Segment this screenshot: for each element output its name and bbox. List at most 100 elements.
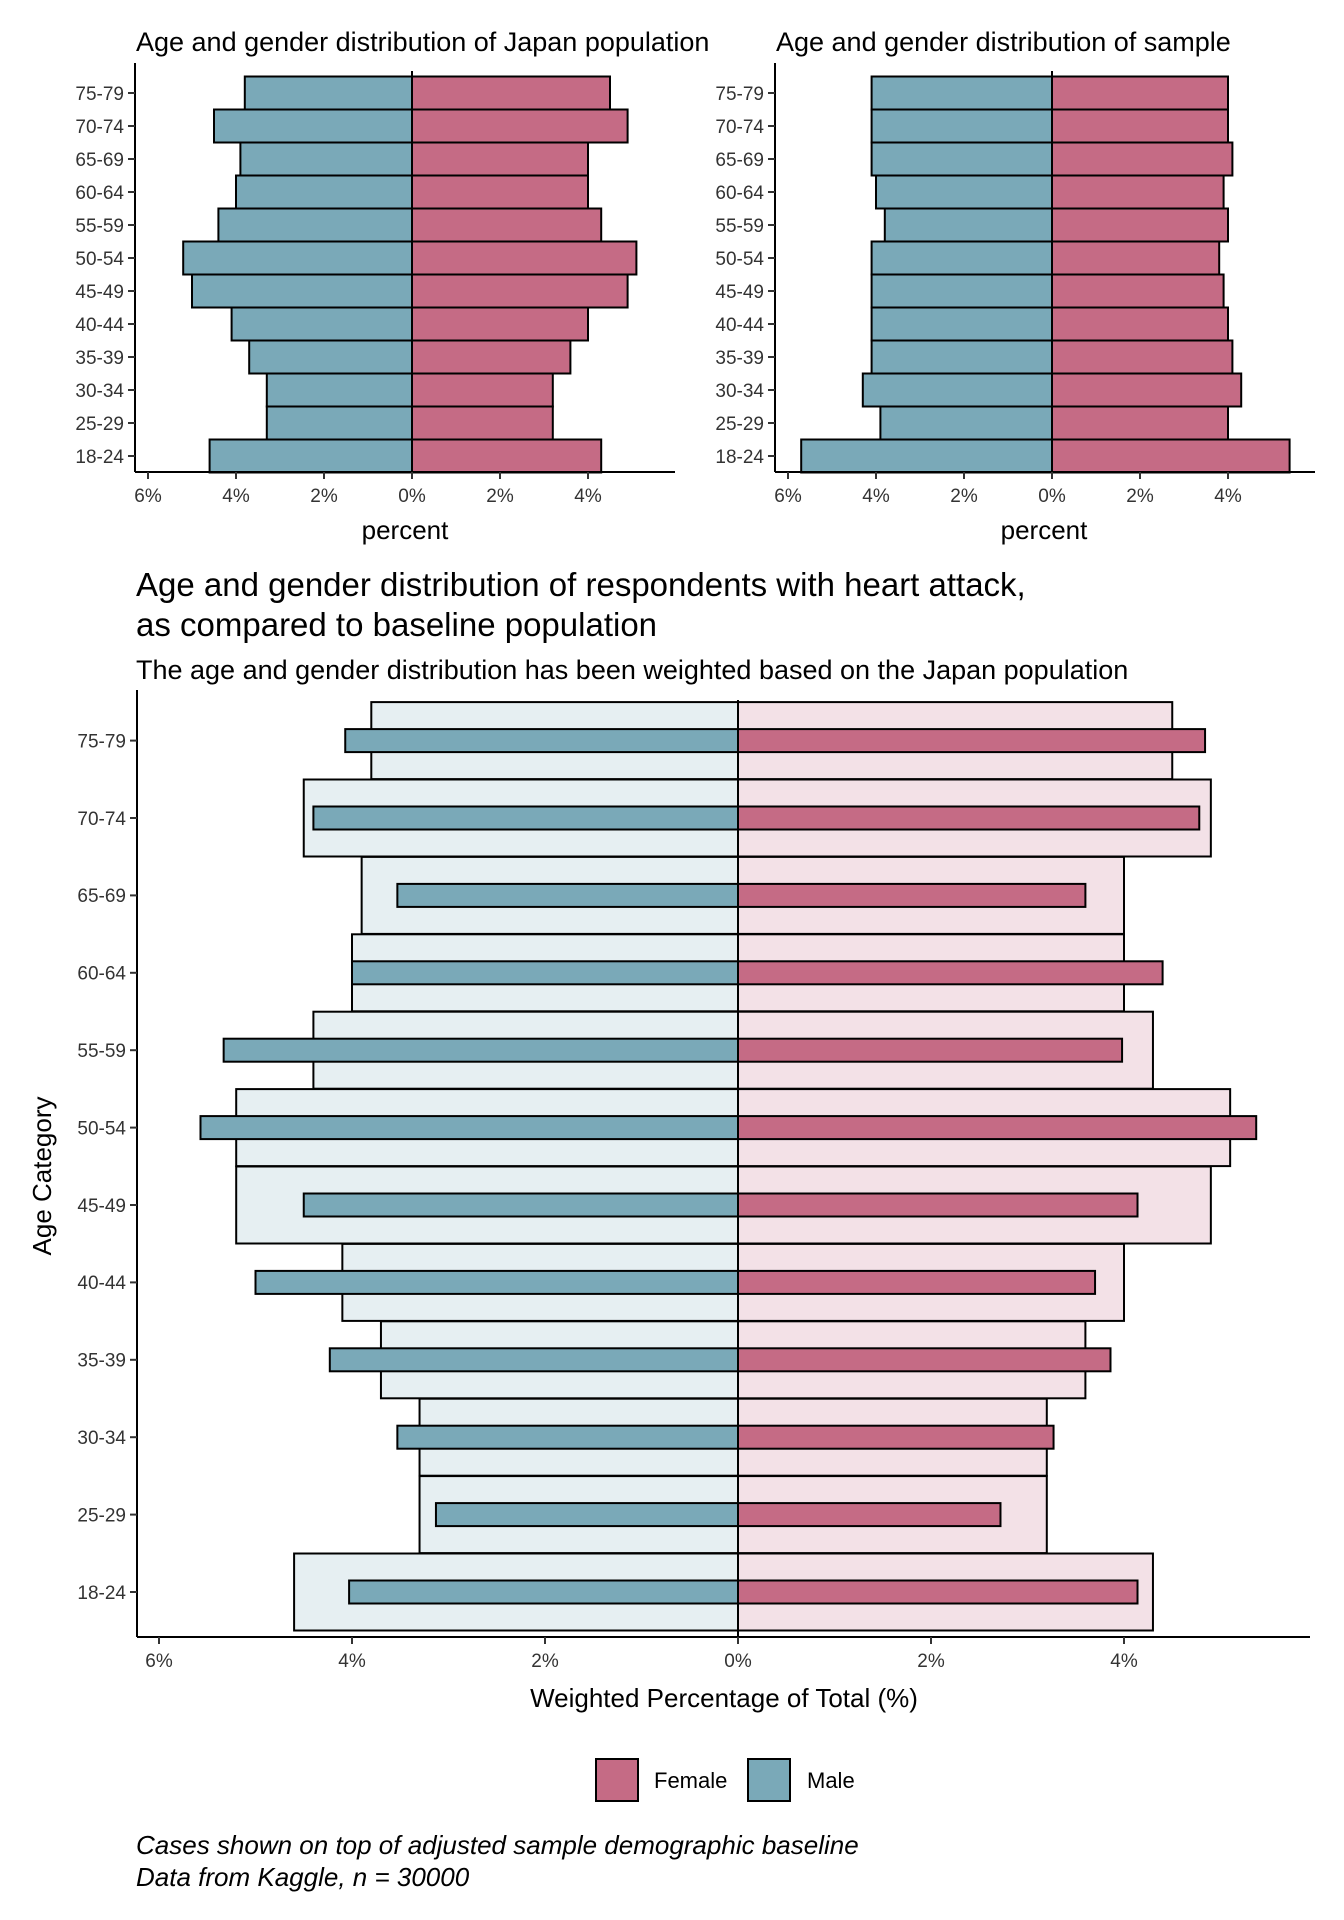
sample-male-bar: [883, 207, 1053, 243]
japan-female-bar: [411, 273, 629, 309]
heart-male-bar: [344, 728, 739, 754]
heart-male-bar: [302, 1192, 739, 1218]
japan-male-bar: [217, 207, 413, 243]
sample-female-bar: [1051, 108, 1229, 144]
sample-female-bar: [1051, 405, 1229, 441]
japan-y-tick-label: 18-24: [75, 447, 124, 468]
japan-male-bar: [239, 141, 413, 177]
heart-female-bar: [737, 805, 1201, 831]
heart-male-bar: [199, 1115, 739, 1141]
japan-x-tick-label: 4%: [222, 486, 250, 507]
heart-y-tick-label: 25-29: [77, 1505, 126, 1526]
japan-y-tick-label: 75-79: [75, 84, 124, 105]
japan-male-bar: [243, 75, 413, 111]
panel-heart-attack-title-line1: Age and gender distribution of responden…: [136, 566, 1026, 603]
sample-female-bar: [1051, 174, 1225, 210]
heart-male-bar: [328, 1347, 739, 1373]
heart-y-tick-label: 35-39: [77, 1351, 126, 1372]
japan-y-tick-label: 30-34: [75, 381, 124, 402]
panel-japan-population: Age and gender distribution of Japan pop…: [75, 27, 709, 545]
heart-male-bar: [351, 960, 739, 986]
japan-female-bar: [411, 306, 589, 342]
legend-male-label: Male: [807, 1768, 855, 1793]
japan-y-tick-label: 35-39: [75, 348, 124, 369]
heart-male-bar: [312, 805, 739, 831]
panel-heart-attack-title-line2: as compared to baseline population: [136, 606, 657, 643]
heart-female-bar: [737, 882, 1087, 908]
heart-x-tick-label: 0%: [724, 1651, 752, 1672]
sample-y-tick-label: 18-24: [715, 447, 764, 468]
sample-y-tick-label: 25-29: [715, 414, 764, 435]
japan-female-bar: [411, 240, 638, 276]
heart-female-bar: [737, 1037, 1124, 1063]
japan-female-bar: [411, 207, 603, 243]
panel-japan-population-title: Age and gender distribution of Japan pop…: [136, 27, 709, 57]
heart-x-tick-label: 4%: [1110, 1651, 1138, 1672]
sample-y-tick-label: 30-34: [715, 381, 764, 402]
sample-female-bar: [1051, 141, 1234, 177]
japan-y-tick-label: 45-49: [75, 282, 124, 303]
heart-male-bar: [222, 1037, 739, 1063]
heart-male-bar: [396, 882, 739, 908]
sample-x-tick-label: 6%: [774, 486, 802, 507]
sample-y-tick-label: 65-69: [715, 150, 764, 171]
sample-male-bar: [870, 108, 1053, 144]
japan-female-bar: [411, 108, 629, 144]
legend-female-label: Female: [654, 1768, 727, 1793]
sample-y-tick-label: 40-44: [715, 315, 764, 336]
heart-y-tick-label: 55-59: [77, 1041, 126, 1062]
japan-y-tick-label: 25-29: [75, 414, 124, 435]
japan-y-tick-label: 60-64: [75, 183, 124, 204]
japan-male-bar: [208, 438, 413, 474]
heart-y-tick-label: 40-44: [77, 1273, 126, 1294]
japan-female-bar: [411, 339, 572, 375]
japan-x-tick-label: 2%: [486, 486, 514, 507]
japan-female-bar: [411, 405, 554, 441]
sample-y-tick-label: 45-49: [715, 282, 764, 303]
sample-female-bar: [1051, 339, 1234, 375]
caption-line-2: Data from Kaggle, n = 30000: [136, 1862, 470, 1892]
sample-male-bar: [870, 306, 1053, 342]
heart-female-bar: [737, 1579, 1139, 1605]
sample-male-bar: [879, 405, 1054, 441]
japan-y-tick-label: 65-69: [75, 150, 124, 171]
japan-x-tick-label: 2%: [310, 486, 338, 507]
sample-y-tick-label: 35-39: [715, 348, 764, 369]
heart-female-bar: [737, 1502, 1002, 1528]
sample-female-bar: [1051, 240, 1221, 276]
sample-male-bar: [875, 174, 1053, 210]
heart-x-tick-label: 2%: [917, 1651, 945, 1672]
panel-sample: Age and gender distribution of sample 18…: [715, 27, 1315, 545]
heart-male-bar: [348, 1579, 739, 1605]
sample-male-bar: [870, 240, 1053, 276]
panel-japan-population-xlabel: percent: [362, 515, 449, 545]
panel-heart-attack-subtitle: The age and gender distribution has been…: [136, 655, 1128, 685]
sample-male-bar: [861, 372, 1053, 408]
japan-y-tick-label: 40-44: [75, 315, 124, 336]
sample-female-bar: [1051, 306, 1229, 342]
sample-y-tick-label: 55-59: [715, 216, 764, 237]
sample-female-bar: [1051, 207, 1229, 243]
heart-y-tick-label: 50-54: [77, 1118, 126, 1139]
japan-x-tick-label: 0%: [398, 486, 426, 507]
japan-male-bar: [182, 240, 413, 276]
heart-male-bar: [396, 1424, 739, 1450]
sample-male-bar: [800, 438, 1054, 474]
panel-sample-title: Age and gender distribution of sample: [776, 27, 1231, 57]
heart-female-bar: [737, 1115, 1258, 1141]
heart-x-tick-label: 2%: [531, 1651, 559, 1672]
japan-male-bar: [265, 405, 413, 441]
caption-line-1: Cases shown on top of adjusted sample de…: [136, 1830, 859, 1860]
legend: Female Male: [595, 1758, 855, 1802]
sample-x-tick-label: 0%: [1038, 486, 1066, 507]
heart-female-bar: [737, 1192, 1139, 1218]
heart-female-bar: [737, 1424, 1055, 1450]
panel-heart-attack: Age and gender distribution of responden…: [27, 566, 1310, 1713]
japan-female-bar: [411, 438, 603, 474]
japan-male-bar: [191, 273, 413, 309]
sample-x-tick-label: 4%: [862, 486, 890, 507]
japan-female-bar: [411, 174, 589, 210]
sample-male-bar: [870, 339, 1053, 375]
heart-y-tick-label: 70-74: [77, 809, 126, 830]
